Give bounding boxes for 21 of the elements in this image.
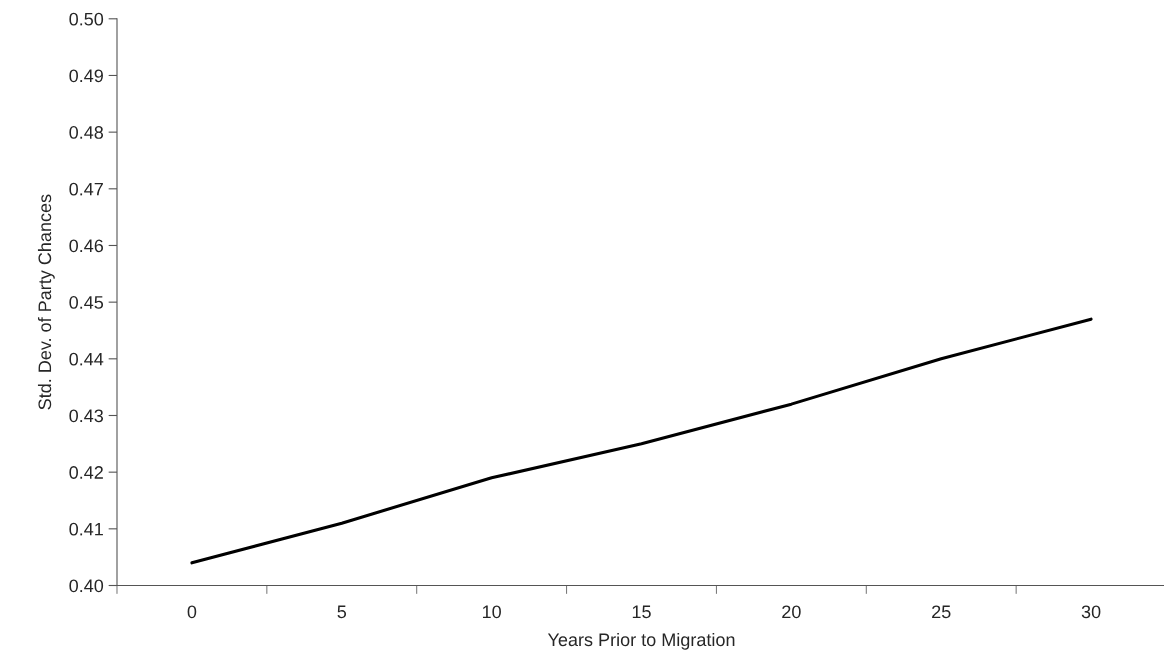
x-tick-label: 0 (187, 605, 197, 619)
y-tick-label: 0.47 (69, 182, 103, 196)
x-tick-label: 5 (337, 605, 347, 619)
y-tick-label: 0.43 (69, 409, 104, 423)
y-tick-label: 0.50 (69, 12, 104, 26)
x-tick-label: 30 (1081, 605, 1101, 619)
y-tick-label: 0.48 (69, 126, 104, 139)
x-tick-label: 10 (482, 605, 501, 619)
y-tick-label: 0.44 (69, 352, 104, 366)
y-tick-label: 0.42 (69, 466, 103, 479)
y-tick-label: 0.40 (69, 579, 104, 593)
line-series (190, 317, 1093, 565)
y-tick-label: 0.41 (69, 522, 103, 536)
y-tick-label: 0.45 (69, 296, 104, 309)
x-tick-label: 20 (782, 605, 801, 619)
y-tick-label: 0.49 (69, 69, 103, 83)
x-tick-label: 15 (632, 605, 651, 619)
y-axis-title: Std. Dev. of Party Chances (37, 194, 55, 410)
x-axis-title: Years Prior to Migration (547, 632, 735, 650)
x-tick-label: 25 (932, 605, 951, 619)
y-tick-label: 0.46 (69, 239, 104, 253)
